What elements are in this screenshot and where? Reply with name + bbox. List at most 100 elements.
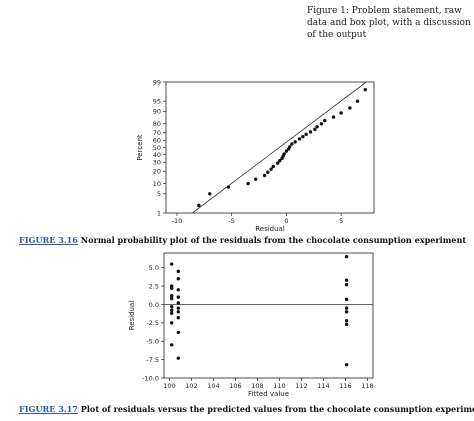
y-tick-label: 80	[153, 120, 161, 128]
y-tick-label: -2.5	[146, 319, 159, 327]
data-point	[319, 122, 324, 126]
data-point	[313, 127, 317, 132]
data-point	[344, 318, 349, 323]
figure-3-16-text: Normal probability plot of the residuals…	[77, 235, 467, 245]
data-point	[323, 118, 327, 123]
y-tick-label: 1	[157, 209, 161, 217]
data-point	[344, 297, 349, 302]
y-tick-label: 70	[153, 129, 161, 137]
data-point	[344, 306, 349, 310]
data-point	[282, 152, 286, 156]
x-tick-label: 110	[273, 382, 285, 390]
y-tick-label: 10	[153, 180, 161, 188]
y-tick-label: 50	[153, 144, 161, 152]
y-tick-label: 0.0	[149, 301, 159, 309]
data-point	[170, 311, 174, 315]
x-tick-label: 5	[339, 217, 343, 225]
y-axis-label: Residual	[128, 301, 136, 331]
data-point	[176, 277, 180, 281]
data-point	[355, 99, 360, 103]
data-point	[170, 286, 174, 290]
data-point	[344, 254, 349, 259]
x-tick-label: 100	[163, 382, 175, 390]
y-tick-label: 99	[153, 78, 161, 86]
data-point	[262, 173, 267, 178]
data-point	[176, 310, 180, 314]
figure-3-17-label[interactable]: FIGURE 3.17	[19, 404, 78, 414]
y-tick-label: 2.5	[149, 282, 159, 290]
plot-frame	[163, 252, 374, 379]
x-tick-label: 106	[229, 382, 241, 390]
y-tick-label: 90	[153, 108, 161, 116]
x-tick-label: 116	[339, 382, 351, 390]
data-point	[304, 132, 308, 137]
data-point	[278, 158, 282, 163]
y-tick-label: -5.0	[146, 338, 159, 346]
data-point	[170, 343, 174, 347]
data-point	[170, 321, 174, 325]
data-point	[284, 149, 289, 153]
data-point	[170, 308, 174, 313]
data-point	[315, 124, 319, 129]
data-point	[197, 203, 201, 208]
data-point	[293, 140, 297, 144]
data-point	[176, 295, 180, 299]
data-point	[170, 296, 174, 301]
data-point	[271, 164, 275, 169]
data-point	[344, 278, 349, 282]
figure-3-17-text: Plot of residuals versus the predicted v…	[77, 404, 474, 414]
x-tick-label: -5	[228, 217, 234, 225]
x-axis-label: Fitted value	[248, 390, 289, 398]
figure-3-16-label[interactable]: FIGURE 3.16	[19, 235, 78, 245]
data-point	[208, 192, 212, 196]
x-tick-label: -10	[172, 217, 183, 225]
y-tick-label: 95	[153, 97, 161, 105]
data-point	[176, 269, 180, 274]
data-point	[254, 177, 258, 181]
data-point	[176, 356, 180, 360]
data-point	[344, 310, 349, 314]
y-tick-label: 5	[157, 190, 161, 198]
y-tick-label: -7.5	[146, 356, 159, 364]
data-point	[176, 288, 180, 292]
data-point	[297, 137, 302, 141]
x-axis-label: Residual	[255, 225, 285, 233]
data-point	[176, 306, 180, 310]
data-point	[170, 293, 174, 298]
data-point	[266, 170, 270, 174]
data-point	[246, 181, 250, 186]
data-point	[301, 134, 305, 139]
data-point	[288, 145, 292, 149]
data-point	[176, 330, 180, 335]
data-point	[290, 142, 294, 146]
figure-3-16-caption: FIGURE 3.16 Normal probability plot of t…	[19, 235, 466, 245]
y-axis-label: Percent	[136, 134, 144, 161]
x-tick-label: 118	[361, 382, 373, 390]
data-point	[226, 185, 231, 189]
data-point	[176, 301, 180, 305]
y-tick-label: 5.0	[149, 264, 159, 272]
data-point	[363, 87, 367, 92]
x-tick-label: 108	[251, 382, 263, 390]
x-tick-label: 104	[207, 382, 219, 390]
data-point	[344, 322, 349, 327]
figure-note: Figure 1: Problem statement, raw data an…	[307, 6, 471, 40]
y-tick-label: 60	[153, 137, 161, 145]
reference-line	[192, 81, 367, 214]
x-tick-label: 114	[317, 382, 329, 390]
data-point	[170, 304, 174, 309]
data-point	[176, 316, 180, 320]
data-point	[269, 167, 273, 171]
y-tick-label: 30	[153, 159, 161, 167]
y-tick-label: 20	[153, 167, 161, 175]
x-tick-label: 102	[185, 382, 197, 390]
data-point	[308, 130, 313, 134]
figure-3-17-caption: FIGURE 3.17 Plot of residuals versus the…	[19, 404, 474, 414]
x-tick-label: 0	[284, 217, 288, 225]
y-tick-label: -10.0	[142, 374, 159, 382]
data-point	[331, 115, 336, 119]
y-tick-label: 40	[153, 151, 161, 159]
data-point	[344, 363, 349, 367]
